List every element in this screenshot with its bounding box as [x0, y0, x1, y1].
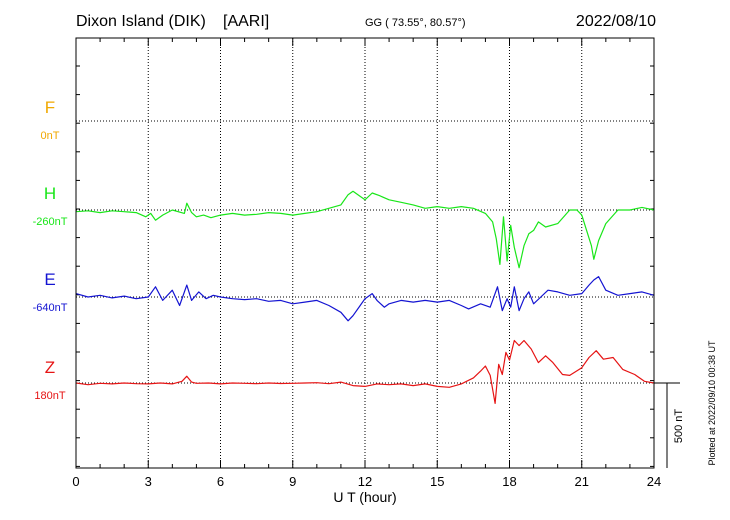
scale-bar-label: 500 nT: [673, 409, 685, 444]
x-tick-label: 21: [575, 474, 589, 489]
x-tick-label: 12: [358, 474, 372, 489]
series-line-Z: [75, 339, 655, 404]
plot-frame: [75, 37, 655, 469]
organization-label: [AARI]: [223, 13, 269, 30]
series-line-E: [75, 276, 655, 322]
coordinates-label: GG ( 73.55°, 80.57°): [365, 17, 466, 29]
channel-labels: F 0nT H -260nT E -640nT Z 180nT: [33, 98, 68, 402]
plotted-timestamp: Plotted at 2022/09/10 00:38 UT: [707, 340, 717, 466]
series-line-H: [75, 190, 655, 269]
x-tick-label: 6: [217, 474, 224, 489]
x-tick-label: 0: [72, 474, 79, 489]
x-tick-label: 3: [145, 474, 152, 489]
grid-lines: [76, 38, 654, 468]
x-tick-label: 9: [289, 474, 296, 489]
channel-name-E: E: [44, 270, 55, 289]
x-tick-label: 18: [502, 474, 516, 489]
x-tick-labels: 0 3 6 9 12 15 18 21 24: [72, 474, 661, 489]
channel-baseline-F: 0nT: [41, 130, 60, 142]
date-label: 2022/08/10: [576, 13, 656, 30]
x-axis-label: U T (hour): [333, 489, 396, 505]
series-group: [75, 190, 655, 404]
channel-name-F: F: [45, 98, 55, 117]
x-tick-label: 15: [430, 474, 444, 489]
channel-name-Z: Z: [45, 358, 55, 377]
x-tick-label: 24: [647, 474, 661, 489]
channel-name-H: H: [44, 184, 56, 203]
axis-ticks: [75, 38, 655, 468]
channel-baseline-E: -640nT: [33, 302, 68, 314]
channel-baseline-H: -260nT: [33, 216, 68, 228]
channel-baseline-Z: 180nT: [34, 390, 65, 402]
station-title: Dixon Island (DIK): [76, 13, 206, 30]
